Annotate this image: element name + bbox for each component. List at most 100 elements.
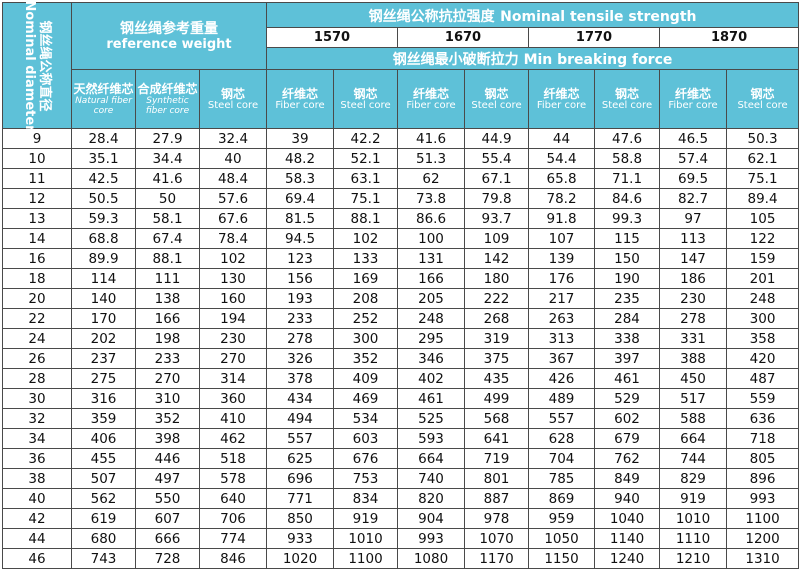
value-cell: 1010	[333, 528, 399, 549]
value-cell: 284	[594, 308, 661, 329]
table-header: 钢丝绳公称直径 Nominal diameter 钢丝绳参考重量 referen…	[2, 0, 800, 132]
value-cell: 434	[266, 388, 335, 409]
value-cell: 1170	[464, 548, 530, 569]
value-cell: 310	[135, 388, 200, 409]
grade-1570: 1570	[266, 27, 399, 48]
value-cell: 201	[726, 268, 800, 289]
value-cell: 75.1	[726, 168, 800, 189]
table-body: 9 28.4 27.9 32.4 39 42.2 41.6 44.9 44 47.6 46.5 50.…	[2, 128, 800, 569]
value-cell: 88.1	[333, 208, 399, 229]
fiber-core-en: Fiber core	[536, 99, 587, 111]
table-row: 42 619 607 706 850 919 904 978 959 1040 1010 1100	[2, 508, 800, 529]
value-cell: 57.6	[198, 188, 268, 209]
value-cell: 169	[333, 268, 399, 289]
value-cell: 679	[594, 428, 661, 449]
diameter-cell: 32	[2, 408, 72, 429]
table-row: 10 35.1 34.4 40 48.2 52.1 51.3 55.4 54.4 58.8 57.4…	[2, 148, 800, 169]
value-cell: 100	[397, 228, 466, 249]
value-cell: 529	[594, 388, 661, 409]
value-cell: 133	[333, 248, 399, 269]
value-cell: 268	[464, 308, 530, 329]
synthetic-fiber-core-header: 合成纤维芯 Synthetic fiber core	[135, 69, 200, 129]
nominal-diameter-en: Nominal diameter	[22, 0, 37, 132]
value-cell: 82.7	[659, 188, 728, 209]
value-cell: 406	[71, 428, 136, 449]
value-cell: 233	[266, 308, 335, 329]
steel-core-en: Steel core	[737, 99, 788, 111]
value-cell: 84.6	[594, 188, 661, 209]
value-cell: 65.8	[528, 168, 596, 189]
diameter-cell: 11	[2, 168, 72, 189]
table-row: 20 140 138 160 193 208 205 222 217 235 230 248	[2, 288, 800, 309]
value-cell: 607	[135, 508, 200, 529]
value-cell: 718	[726, 428, 800, 449]
value-cell: 278	[266, 328, 335, 349]
grade-1770: 1770	[528, 27, 661, 48]
value-cell: 801	[464, 468, 530, 489]
value-cell: 138	[135, 288, 200, 309]
value-cell: 150	[594, 248, 661, 269]
value-cell: 409	[333, 368, 399, 389]
fiber-core-cn: 纤维芯	[543, 86, 580, 101]
value-cell: 193	[266, 288, 335, 309]
value-cell: 99.3	[594, 208, 661, 229]
value-cell: 1150	[528, 548, 596, 569]
value-cell: 338	[594, 328, 661, 349]
value-cell: 69.5	[659, 168, 728, 189]
value-cell: 398	[135, 428, 200, 449]
value-cell: 81.5	[266, 208, 335, 229]
value-cell: 517	[659, 388, 728, 409]
value-cell: 919	[659, 488, 728, 509]
value-cell: 360	[198, 388, 268, 409]
value-cell: 559	[726, 388, 800, 409]
table-row: 14 68.8 67.4 78.4 94.5 102 100 109 107 115 113 122	[2, 228, 800, 249]
table-row: 24 202 198 230 278 300 295 319 313 338 331 358	[2, 328, 800, 349]
value-cell: 78.2	[528, 188, 596, 209]
value-cell: 55.4	[464, 148, 530, 169]
natural-fiber-core-header: 天然纤维芯 Natural fiber core	[71, 69, 136, 129]
steel-core-1770-header: 钢芯 Steel core	[594, 69, 661, 129]
value-cell: 50	[135, 188, 200, 209]
value-cell: 190	[594, 268, 661, 289]
diameter-cell: 36	[2, 448, 72, 469]
value-cell: 919	[333, 508, 399, 529]
value-cell: 194	[198, 308, 268, 329]
value-cell: 300	[726, 308, 800, 329]
value-cell: 534	[333, 408, 399, 429]
fiber-core-1570-header: 纤维芯 Fiber core	[266, 69, 335, 129]
diameter-cell: 42	[2, 508, 72, 529]
value-cell: 300	[333, 328, 399, 349]
value-cell: 331	[659, 328, 728, 349]
value-cell: 156	[266, 268, 335, 289]
value-cell: 593	[397, 428, 466, 449]
value-cell: 59.3	[71, 208, 136, 229]
table-row: 40 562 550 640 771 834 820 887 869 940 919 993	[2, 488, 800, 509]
value-cell: 122	[726, 228, 800, 249]
diameter-cell: 20	[2, 288, 72, 309]
value-cell: 494	[266, 408, 335, 429]
fiber-core-cn: 纤维芯	[282, 86, 319, 101]
value-cell: 166	[135, 308, 200, 329]
value-cell: 73.8	[397, 188, 466, 209]
value-cell: 1110	[659, 528, 728, 549]
value-cell: 719	[464, 448, 530, 469]
value-cell: 278	[659, 308, 728, 329]
value-cell: 446	[135, 448, 200, 469]
value-cell: 237	[71, 348, 136, 369]
value-cell: 469	[333, 388, 399, 409]
value-cell: 588	[659, 408, 728, 429]
value-cell: 51.3	[397, 148, 466, 169]
value-cell: 42.2	[333, 128, 399, 149]
value-cell: 140	[71, 288, 136, 309]
value-cell: 834	[333, 488, 399, 509]
value-cell: 993	[397, 528, 466, 549]
value-cell: 91.8	[528, 208, 596, 229]
value-cell: 358	[726, 328, 800, 349]
value-cell: 578	[198, 468, 268, 489]
value-cell: 35.1	[71, 148, 136, 169]
diameter-cell: 34	[2, 428, 72, 449]
value-cell: 78.4	[198, 228, 268, 249]
table-row: 18 114 111 130 156 169 166 180 176 190 186 201	[2, 268, 800, 289]
fiber-core-1770-header: 纤维芯 Fiber core	[528, 69, 596, 129]
value-cell: 27.9	[135, 128, 200, 149]
